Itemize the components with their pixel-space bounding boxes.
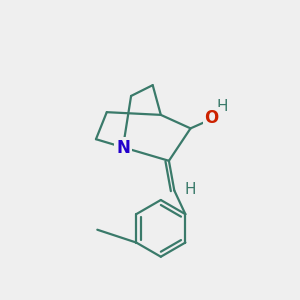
Text: N: N xyxy=(116,139,130,157)
Text: H: H xyxy=(184,182,196,197)
Text: H: H xyxy=(216,99,228,114)
Text: O: O xyxy=(205,109,219,127)
